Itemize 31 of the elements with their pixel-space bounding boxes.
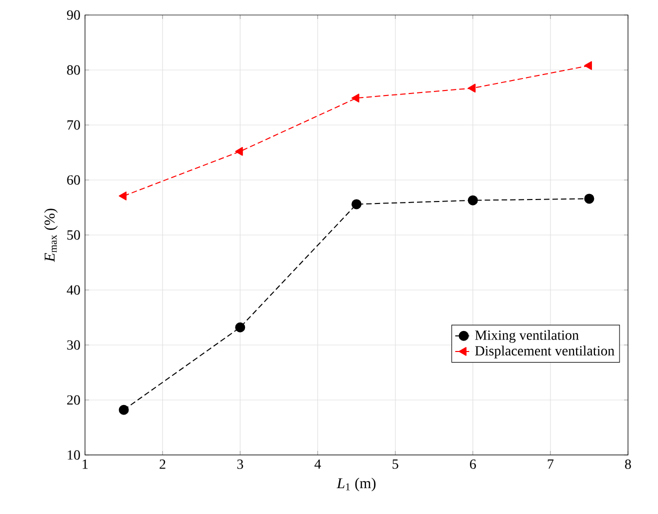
x-tick-label: 7	[548, 459, 554, 469]
y-tick-label: 60	[67, 175, 80, 185]
point	[584, 194, 594, 204]
legend-label: Mixing ventilation	[475, 330, 579, 343]
y-tick-label: 70	[67, 120, 80, 130]
point	[468, 84, 476, 93]
y-tick-label: 40	[66, 285, 80, 295]
y-tick-label: 90	[66, 10, 80, 20]
x-tick-label: 6	[470, 460, 476, 469]
y-tick-label: 20	[67, 395, 80, 405]
legend-label: Displacement ventilation	[475, 346, 614, 358]
point	[352, 94, 360, 102]
point	[352, 199, 362, 210]
point	[118, 192, 127, 200]
y-tick-label: 80	[67, 65, 80, 75]
y-tick-label: 30	[67, 340, 80, 350]
x-axis-title: L$_{1}$ (m)	[336, 478, 376, 492]
x-tick-label: 8	[625, 459, 631, 469]
y-tick-label: 10	[68, 450, 80, 460]
point	[235, 146, 243, 156]
x-tick-label: 2	[160, 460, 166, 469]
point	[468, 195, 478, 206]
x-tick-label: 5	[392, 459, 398, 469]
x-tick-label: 4	[314, 459, 321, 469]
y-axis-title: E$_{max}$ (%)	[44, 208, 58, 262]
x-tick-label: 3	[237, 460, 244, 469]
x-tick-label: 1	[82, 459, 88, 469]
y-tick-label: 50	[67, 230, 80, 240]
point	[118, 404, 129, 415]
point	[235, 322, 246, 332]
point	[584, 61, 592, 70]
